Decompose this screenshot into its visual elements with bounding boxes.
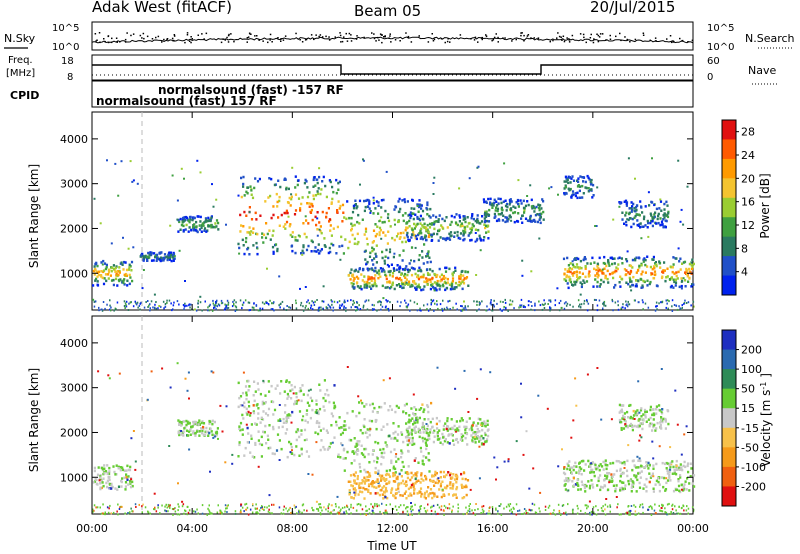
x-tick-label: 08:00 [276, 522, 308, 535]
colorbar-tick-label: 20 [741, 172, 755, 185]
noise-trace [91, 32, 694, 44]
colorbar-tick-label: -200 [741, 480, 766, 493]
colorbar-tick-label: 4 [741, 266, 748, 279]
freq-label-2: [MHz] [6, 68, 35, 79]
freq-left-tick-top: 18 [61, 56, 74, 67]
y-tick-label: 1000 [60, 267, 88, 280]
station-title: Adak West (fitACF) [92, 0, 232, 16]
cpid-program-2: normalsound (fast) 157 RF [96, 94, 277, 108]
colorbar-swatch [722, 236, 736, 257]
freq-label-1: Freq. [8, 55, 33, 66]
noise-left-tick-top: 10^5 [52, 23, 79, 34]
noise-right-tick-bottom: 10^0 [707, 42, 734, 53]
x-tick-label: 00:00 [76, 522, 108, 535]
power-ylabel: Slant Range [km] [27, 164, 41, 268]
x-tick-label: 12:00 [377, 522, 409, 535]
velocity-panel [91, 315, 694, 515]
y-tick-label: 1000 [60, 471, 88, 484]
freq-panel [91, 54, 694, 81]
cpid-program-1: normalsound (fast) -157 RF [158, 83, 344, 97]
noise-right-tick-top: 10^5 [707, 23, 734, 34]
x-tick-label: 04:00 [176, 522, 208, 535]
x-tick-label: 16:00 [477, 522, 509, 535]
velocity-colorbar: 200 100 50 15 -15 -50 -100 -200 [721, 329, 766, 507]
beam-label: Beam 05 [354, 2, 421, 20]
colorbar-swatch [722, 120, 736, 140]
x-tick-label: 20:00 [577, 522, 609, 535]
nsky-label: N.Sky [4, 32, 36, 45]
freq-right-tick-top: 60 [707, 56, 720, 67]
colorbar-swatch [722, 486, 736, 507]
colorbar-tick-label: -100 [741, 461, 766, 474]
velocity-ylabel: Slant Range [km] [27, 368, 41, 472]
power-colorbar-label: Power [dB] [758, 173, 772, 238]
colorbar-tick-label: 15 [741, 402, 755, 415]
date-label: 20/Jul/2015 [590, 0, 675, 16]
y-tick-label: 4000 [60, 337, 88, 350]
colorbar-swatch [722, 427, 736, 448]
colorbar-tick-label: 16 [741, 196, 755, 209]
colorbar-swatch [722, 466, 736, 487]
freq-right-tick-bottom: 0 [707, 72, 713, 83]
colorbar-swatch [722, 447, 736, 468]
colorbar-tick-label: 24 [741, 149, 755, 162]
colorbar-swatch [722, 369, 736, 390]
y-tick-label: 3000 [60, 382, 88, 395]
colorbar-tick-label: 8 [741, 242, 748, 255]
velocity-echo-layer [92, 362, 696, 516]
colorbar-swatch [722, 217, 736, 238]
nave-label: Nave [748, 64, 776, 77]
noise-panel [91, 21, 694, 51]
colorbar-tick-label: -15 [741, 422, 759, 435]
nsearch-label: N.Search [745, 32, 795, 45]
power-colorbar: 4 8 12 16 20 24 28 [721, 119, 755, 296]
colorbar-swatch [722, 408, 736, 429]
colorbar-tick-label: 50 [741, 383, 755, 396]
x-tick-label: 00:00 [677, 522, 709, 535]
colorbar-swatch [722, 139, 736, 160]
colorbar-tick-label: 28 [741, 126, 755, 139]
velocity-colorbar-label: Velocity [m s-1 ] [755, 373, 773, 467]
colorbar-tick-label: 200 [741, 344, 762, 357]
colorbar-swatch [722, 256, 736, 277]
y-tick-label: 4000 [60, 133, 88, 146]
power-echo-layer [92, 157, 695, 312]
y-tick-label: 3000 [60, 178, 88, 191]
velocity-axes: 1000 2000 3000 4000 [60, 337, 693, 484]
y-tick-label: 2000 [60, 222, 88, 235]
time-axis-label: Time UT [366, 539, 417, 553]
colorbar-swatch [722, 330, 736, 351]
cpid-label: CPID [10, 89, 39, 102]
colorbar-tick-label: 100 [741, 363, 762, 376]
colorbar-tick-label: 12 [741, 219, 755, 232]
freq-left-tick-bottom: 8 [67, 72, 73, 83]
power-axes: 1000 2000 3000 4000 [60, 133, 693, 280]
y-tick-label: 2000 [60, 426, 88, 439]
colorbar-swatch [722, 178, 736, 199]
colorbar-swatch [722, 349, 736, 370]
colorbar-swatch [722, 388, 736, 409]
colorbar-tick-label: -50 [741, 441, 759, 454]
noise-left-tick-bottom: 10^0 [52, 42, 79, 53]
colorbar-swatch [722, 158, 736, 179]
time-axis: 00:00 04:00 08:00 12:00 16:00 20:00 00:00 [76, 112, 709, 535]
cpid-panel [91, 80, 694, 108]
colorbar-swatch [722, 275, 736, 296]
power-panel [91, 111, 694, 311]
freq-trace [92, 64, 693, 75]
colorbar-swatch [722, 197, 736, 218]
